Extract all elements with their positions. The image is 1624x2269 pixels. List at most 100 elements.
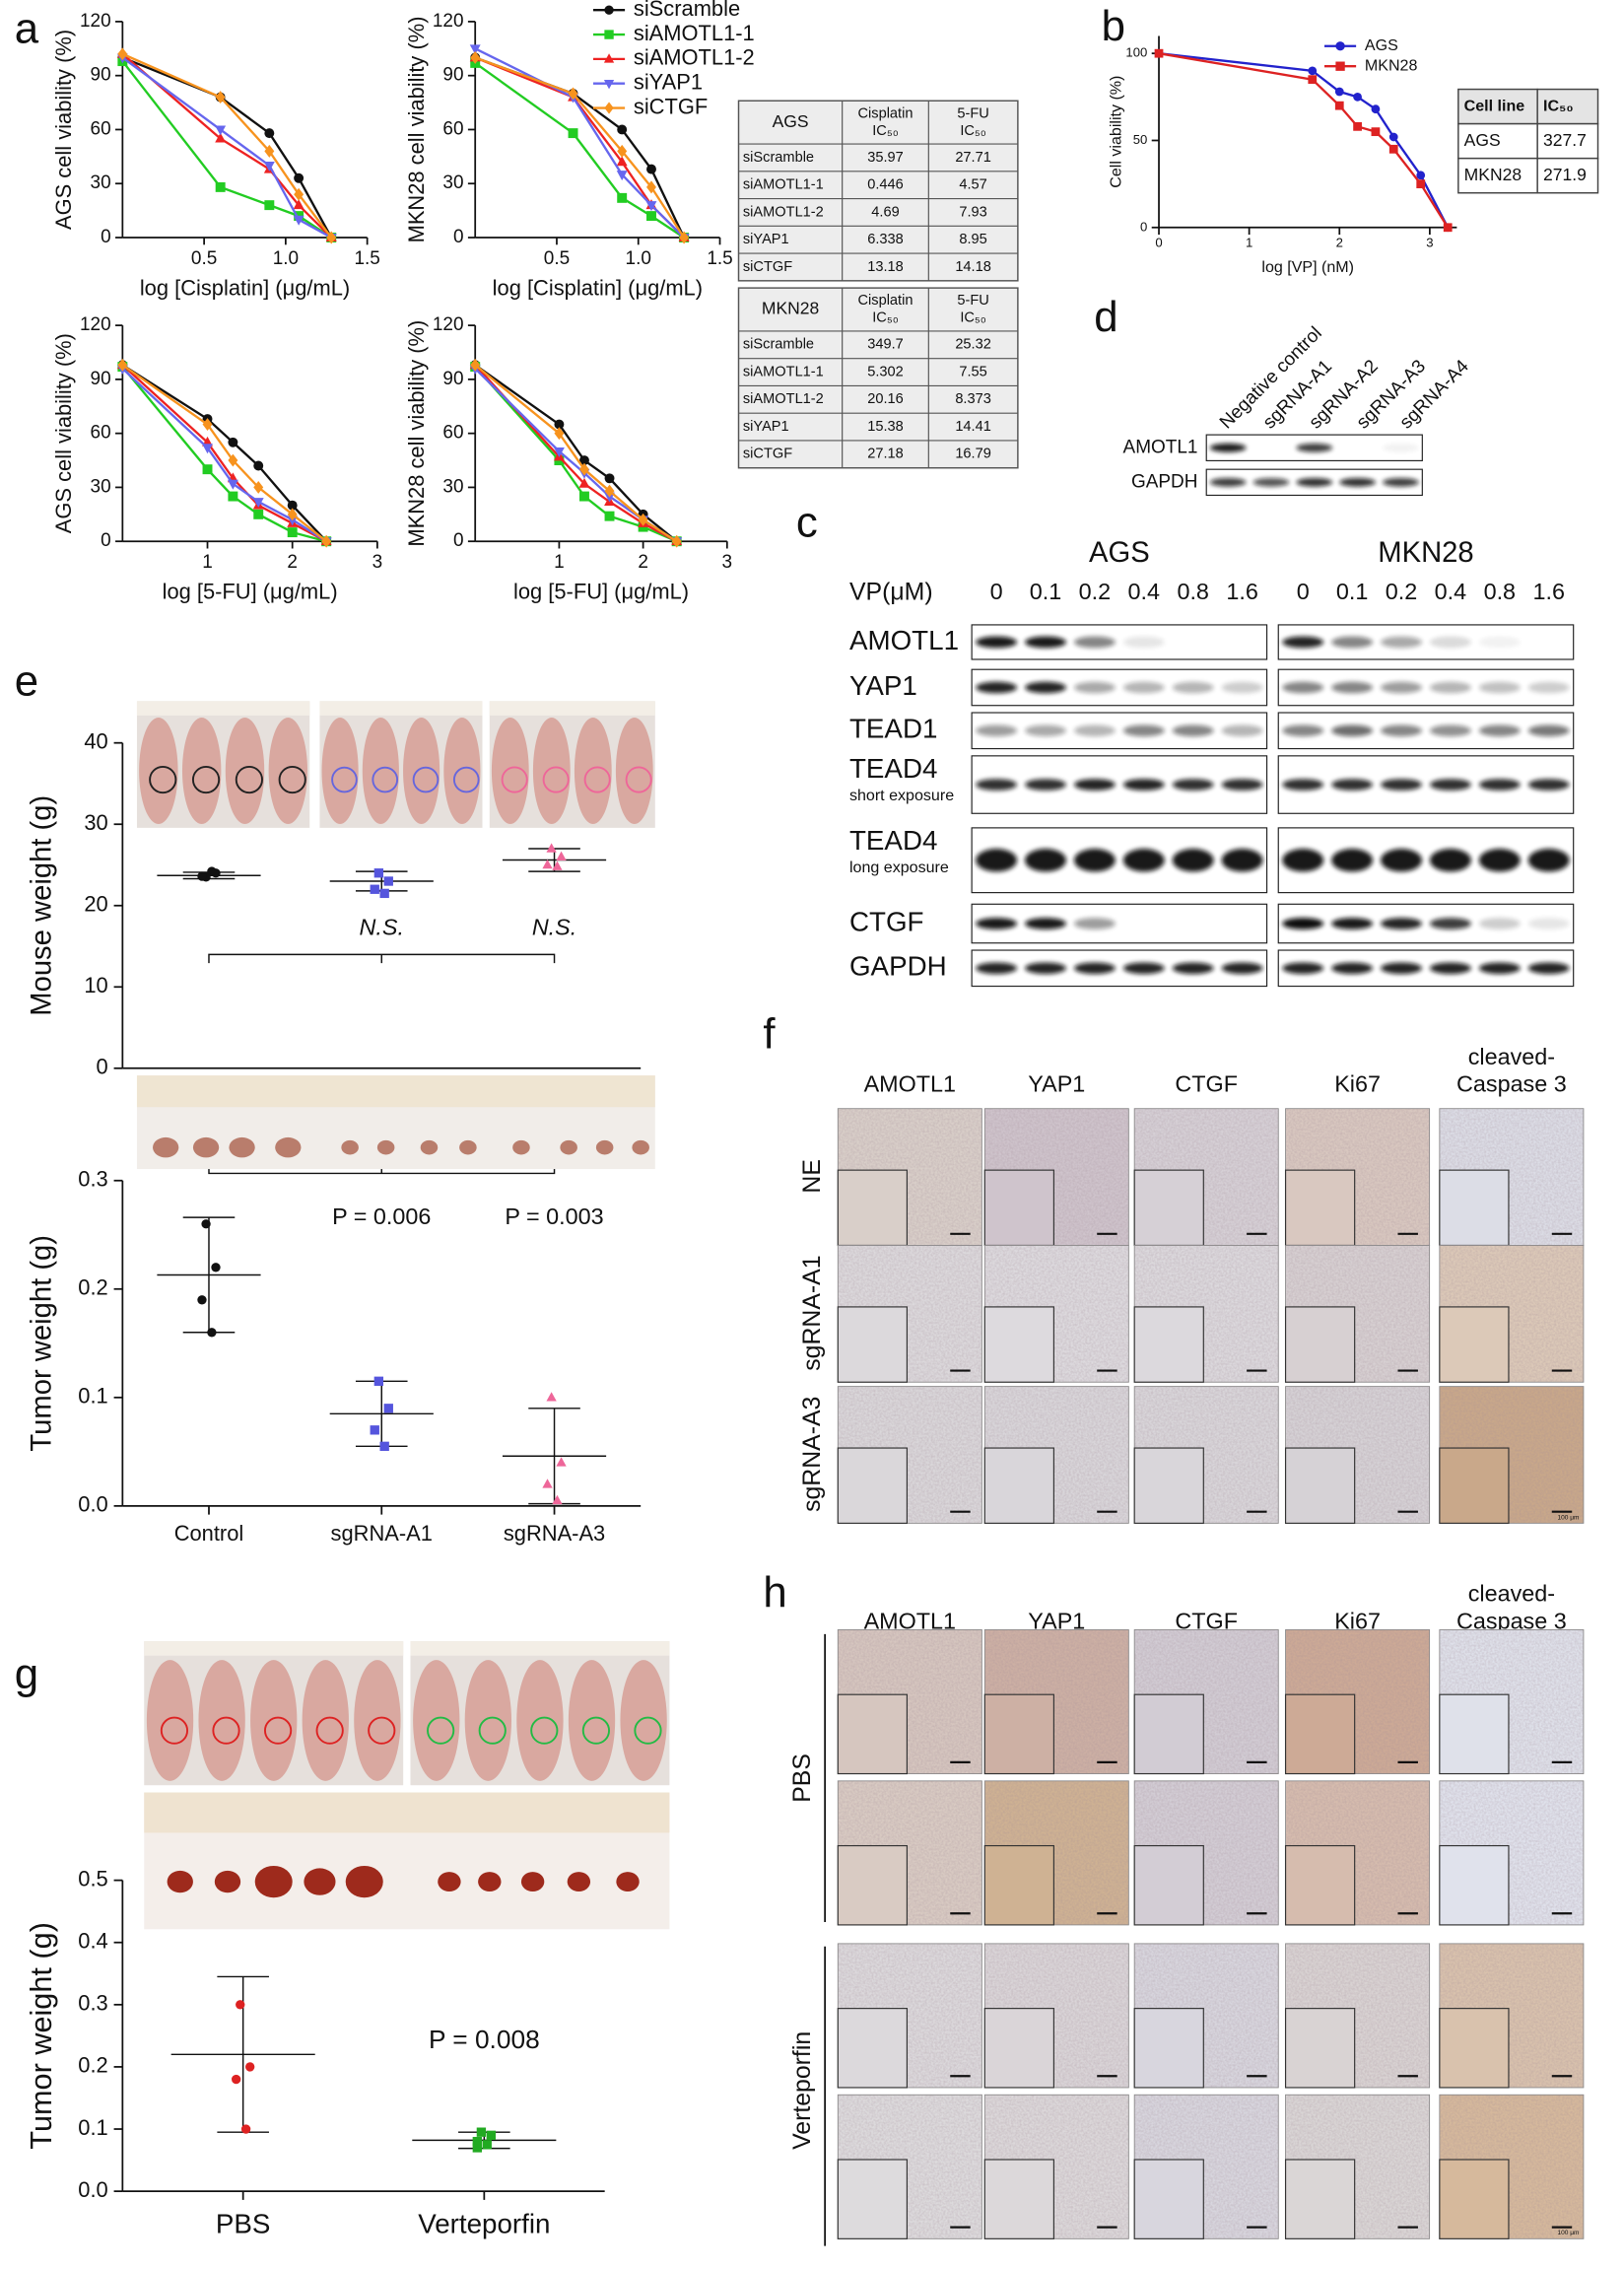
marker: [1334, 87, 1344, 97]
marker: [228, 437, 238, 447]
row-note: short exposure: [849, 787, 954, 804]
band: [1381, 779, 1422, 791]
marker: [568, 87, 578, 101]
row-label: sgRNA-A3: [799, 1397, 826, 1512]
band: [1025, 636, 1066, 649]
band: [1122, 636, 1165, 649]
table-cell-box: [1457, 157, 1538, 194]
dose: 0.2: [1386, 579, 1417, 604]
y-tick-label: 0.1: [78, 1384, 107, 1409]
legend-marker: [603, 79, 615, 90]
x-tick-label: 3: [372, 552, 383, 573]
marker: [293, 215, 304, 226]
table-cell: 8.95: [959, 232, 986, 247]
table-cell: MKN28: [1464, 165, 1522, 184]
tumor: [345, 1865, 383, 1898]
blot: [971, 755, 1268, 814]
table-cell: siScramble: [743, 150, 814, 166]
ihc-inset: [1284, 2159, 1356, 2239]
legend-label: siAMOTL1-1: [634, 21, 755, 45]
table-cell: 271.9: [1543, 165, 1587, 184]
band: [976, 849, 1018, 872]
marker: [469, 44, 481, 55]
y-tick-label: 60: [91, 118, 111, 139]
table-cell: siScramble: [743, 337, 814, 353]
table-header: MKN28: [762, 299, 819, 318]
tumor-circle: [583, 766, 611, 793]
table-cell: 15.38: [867, 419, 904, 435]
marker: [604, 511, 615, 521]
row-label: sgRNA-A1: [799, 1255, 826, 1370]
ihc-inset: [837, 2008, 908, 2089]
group-label: MKN28: [1378, 537, 1473, 569]
marker: [231, 2074, 241, 2085]
band: [976, 724, 1018, 737]
marker: [207, 1328, 217, 1338]
y-tick-label: 120: [433, 11, 464, 32]
ihc-inset: [983, 1169, 1054, 1247]
annotation: N.S.: [532, 914, 576, 939]
dose: 0.1: [1336, 579, 1368, 604]
marker: [568, 128, 578, 139]
marker: [383, 876, 393, 886]
dose: 1.6: [1226, 579, 1257, 604]
ihc-inset: [837, 1169, 908, 1247]
band: [1527, 849, 1570, 872]
marker: [1371, 127, 1381, 137]
band: [1331, 681, 1374, 694]
table-header: Cell line: [1464, 97, 1525, 114]
ruler: [144, 1641, 404, 1656]
dose: 0.4: [1128, 579, 1160, 604]
tumor-circle: [501, 766, 528, 793]
row-label: NE: [799, 1159, 826, 1194]
band: [1527, 681, 1570, 694]
tumor-circle: [478, 1716, 507, 1745]
tumor: [153, 1136, 179, 1158]
tumor-circle: [625, 766, 652, 793]
marker: [579, 455, 589, 466]
band: [1478, 779, 1521, 791]
band: [1172, 724, 1214, 737]
mouse: [302, 1660, 349, 1781]
tumor-circle: [149, 765, 177, 794]
legend-label: AGS: [1365, 36, 1398, 54]
marker: [604, 473, 615, 484]
blot: [1277, 903, 1575, 944]
band: [1122, 724, 1165, 737]
band: [1527, 962, 1570, 975]
marker: [228, 491, 238, 502]
mouse: [491, 718, 529, 825]
y-tick-label: 30: [442, 476, 463, 497]
tumor-circle: [634, 1716, 662, 1745]
table-cell: 5.302: [867, 364, 904, 379]
x-tick-label: Verteporfin: [418, 2209, 550, 2239]
y-tick-label: 0.3: [78, 1991, 107, 2016]
column-label: AMOTL1: [864, 1071, 956, 1097]
marker: [553, 447, 565, 457]
tumor: [167, 1870, 193, 1893]
band: [1478, 962, 1521, 975]
y-tick-label: 60: [442, 423, 463, 444]
tumor-circle: [212, 1716, 240, 1745]
dose-label: VP(μM): [849, 579, 933, 605]
marker: [546, 1392, 557, 1402]
table-cell: siAMOTL1-1: [743, 177, 824, 193]
band: [1296, 477, 1333, 487]
tumor: [567, 1872, 591, 1892]
marker: [287, 500, 298, 511]
marker: [287, 516, 299, 526]
table-header: 5-FU: [957, 105, 988, 121]
annotation: P = 0.008: [429, 2025, 540, 2054]
marker: [252, 498, 264, 508]
annotation: N.S.: [360, 914, 404, 939]
ihc-inset: [1284, 1306, 1356, 1383]
marker: [578, 477, 590, 488]
marker: [321, 534, 332, 548]
panel-label: h: [763, 1568, 786, 1616]
marker: [645, 201, 657, 212]
blot: [971, 668, 1268, 707]
panel-label: c: [796, 499, 818, 547]
y-tick-label: 60: [91, 423, 111, 444]
marker: [1353, 92, 1362, 102]
marker: [542, 859, 553, 869]
